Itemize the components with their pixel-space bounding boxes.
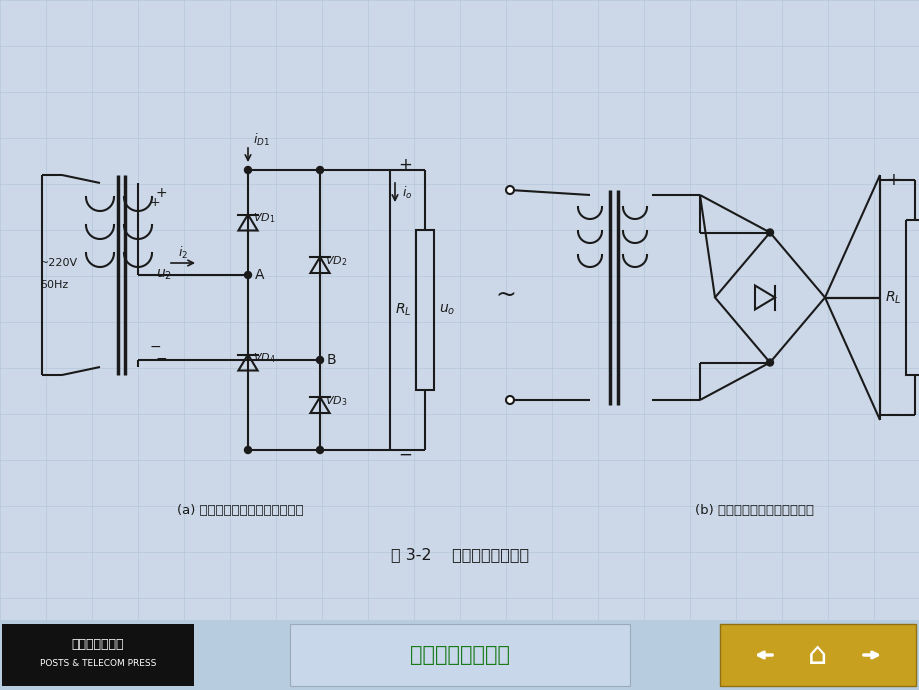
Bar — [2, 624, 194, 686]
Text: $VD_4$: $VD_4$ — [253, 352, 276, 366]
Circle shape — [316, 166, 323, 173]
Circle shape — [244, 446, 251, 453]
Bar — [720, 624, 915, 686]
Text: $i_2$: $i_2$ — [177, 245, 187, 261]
Text: (a) 单相桥式整流电路实际电路图: (a) 单相桥式整流电路实际电路图 — [176, 504, 303, 517]
Text: +: + — [885, 171, 899, 189]
Text: A: A — [255, 268, 265, 282]
Circle shape — [766, 359, 773, 366]
Text: $R_L$: $R_L$ — [394, 302, 411, 318]
Text: $i_{D1}$: $i_{D1}$ — [253, 132, 269, 148]
Text: $VD_1$: $VD_1$ — [253, 212, 275, 226]
Text: POSTS & TELECOM PRESS: POSTS & TELECOM PRESS — [40, 660, 156, 669]
Text: −: − — [156, 352, 167, 366]
Text: 人民邮电出版社: 人民邮电出版社 — [72, 638, 124, 651]
Circle shape — [316, 446, 323, 453]
Text: −: − — [150, 340, 162, 354]
Text: (b) 单相桥式整流电路习惯画法: (b) 单相桥式整流电路习惯画法 — [695, 504, 813, 517]
Text: $VD_2$: $VD_2$ — [324, 254, 347, 268]
Bar — [289, 624, 630, 686]
Text: +: + — [150, 197, 161, 210]
Text: 图 3-2    单相桥式整流电路: 图 3-2 单相桥式整流电路 — [391, 547, 528, 562]
Circle shape — [316, 357, 323, 364]
Text: $i_o$: $i_o$ — [402, 184, 412, 201]
Circle shape — [244, 166, 251, 173]
Text: $R_L$: $R_L$ — [883, 289, 900, 306]
Text: $VD_3$: $VD_3$ — [324, 394, 347, 408]
Circle shape — [505, 186, 514, 194]
Text: −: − — [885, 406, 899, 424]
Circle shape — [505, 396, 514, 404]
Text: 50Hz: 50Hz — [40, 280, 68, 290]
Text: ⌂: ⌂ — [808, 640, 827, 669]
Bar — [0, 620, 919, 690]
Text: $u_o$: $u_o$ — [438, 303, 455, 317]
Text: B: B — [326, 353, 336, 367]
Text: +: + — [398, 156, 412, 174]
Text: −: − — [398, 446, 412, 464]
Circle shape — [766, 229, 773, 236]
Text: +: + — [156, 186, 167, 200]
Text: ~220V: ~220V — [40, 258, 78, 268]
Bar — [905, 220, 919, 375]
Text: 点击此处结束放映: 点击此处结束放映 — [410, 645, 509, 665]
Text: $u_2$: $u_2$ — [156, 268, 172, 282]
Text: ~: ~ — [494, 283, 516, 307]
Circle shape — [244, 271, 251, 279]
Bar — [415, 230, 434, 390]
